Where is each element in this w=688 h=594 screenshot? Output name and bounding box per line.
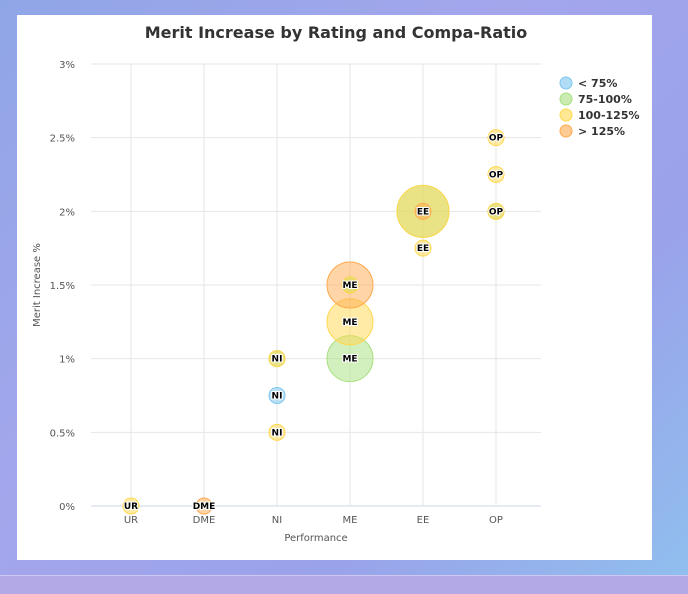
x-tick-label: UR: [124, 515, 138, 526]
data-label: ME: [342, 281, 357, 291]
y-tick-label: 2.5%: [50, 134, 75, 145]
legend-marker: [559, 76, 573, 90]
data-label: EE: [417, 244, 429, 254]
legend-marker: [559, 108, 573, 122]
bubble-point: [195, 497, 213, 515]
x-tick-label: EE: [417, 515, 430, 526]
chart-title: Merit Increase by Rating and Compa-Ratio: [145, 23, 528, 42]
bubble-point: [122, 497, 140, 515]
data-label: UR: [124, 502, 138, 512]
bubble-point: [268, 350, 286, 368]
y-axis-label: Merit Increase %: [32, 243, 43, 327]
data-label: ME: [342, 318, 357, 328]
bubble-point: [268, 423, 286, 441]
legend-item-label: < 75%: [578, 77, 617, 90]
legend-marker: [559, 124, 573, 138]
data-label: OP: [489, 134, 504, 144]
bubble-point: [341, 276, 359, 294]
background-strip: [0, 575, 688, 594]
data-label: NI: [272, 355, 283, 365]
x-tick-label: NI: [272, 515, 282, 526]
y-tick-label: 0%: [59, 502, 75, 513]
legend-item-label: 75-100%: [578, 93, 632, 106]
data-label: EE: [417, 207, 429, 217]
y-tick-label: 1%: [59, 355, 75, 366]
y-tick-label: 3%: [59, 60, 75, 71]
x-tick-label: OP: [489, 515, 503, 526]
bubble-point: [414, 239, 432, 257]
bubble-point: [414, 202, 432, 220]
x-tick-label: ME: [343, 515, 358, 526]
legend-item-label: > 125%: [578, 125, 625, 138]
legend-marker: [559, 92, 573, 106]
data-label: ME: [342, 355, 357, 365]
y-tick-label: 1.5%: [50, 281, 75, 292]
legend-item-label: 100-125%: [578, 109, 640, 122]
data-label: OP: [489, 171, 504, 181]
y-tick-label: 2%: [59, 207, 75, 218]
data-label: DME: [193, 502, 216, 512]
data-label: NI: [272, 428, 283, 438]
bubble-point: [487, 166, 505, 183]
bubble-point: [487, 202, 505, 220]
y-tick-label: 0.5%: [50, 428, 75, 439]
bubble-point: [268, 387, 286, 404]
data-label: OP: [489, 207, 504, 217]
data-label: NI: [272, 392, 283, 402]
bubble-point: [487, 129, 505, 147]
x-axis-label: Performance: [284, 533, 347, 544]
x-tick-label: DME: [193, 515, 216, 526]
